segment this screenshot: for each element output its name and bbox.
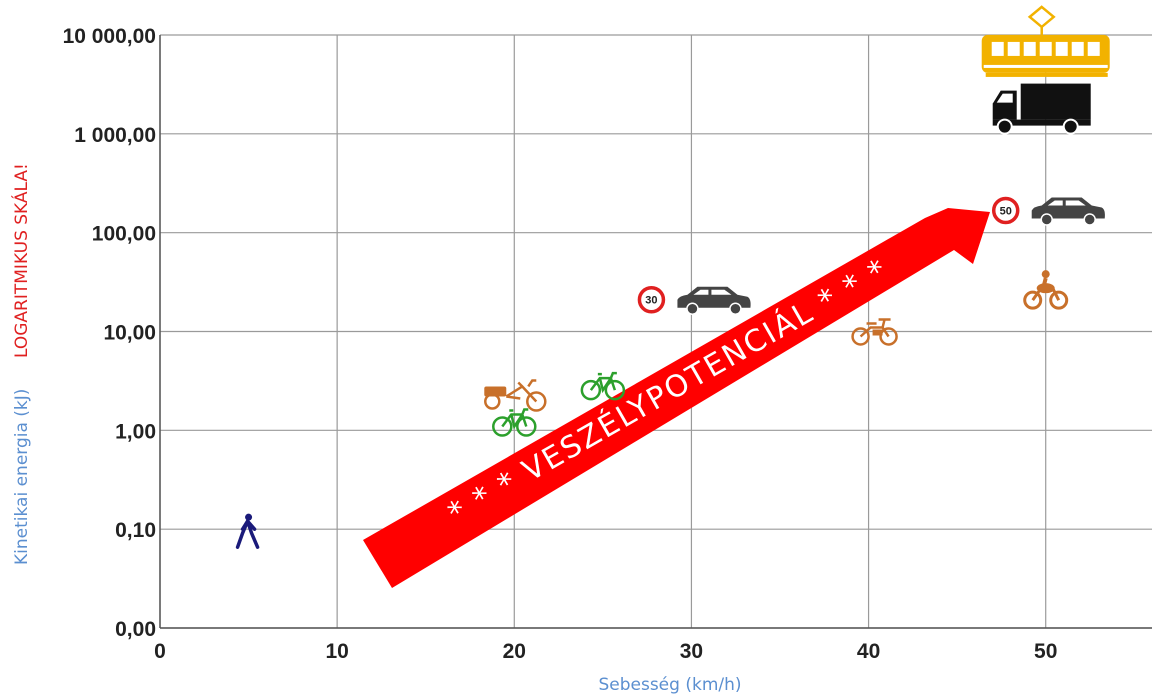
speed-limit-value: 30	[645, 295, 657, 307]
danger-arrow-label: * * * VESZÉLYPOTENCIÁL * * *	[442, 251, 894, 531]
danger-arrow: * * * VESZÉLYPOTENCIÁL * * *	[363, 208, 990, 588]
x-tick-label: 20	[503, 640, 526, 663]
motorcycle-icon	[1023, 270, 1069, 310]
speed-limit-sign: 30	[637, 285, 666, 314]
axes: 0,00 0,10 1,00 10,00 100,00 1 000,00 10 000,00…	[63, 25, 1152, 663]
car-icon	[677, 286, 751, 315]
bicycle-icon	[580, 371, 626, 401]
data-points: 30 50	[235, 5, 1110, 549]
tram-icon	[981, 5, 1110, 77]
y-tick-label: 1,00	[115, 420, 156, 443]
x-axis-title: Sebesség (km/h)	[598, 675, 741, 695]
axis-titles: Sebesség (km/h) Kinetikai energia (kJ) L…	[10, 163, 742, 695]
y-axis-title: Kinetikai energia (kJ)	[12, 389, 32, 565]
x-tick-label: 30	[680, 640, 703, 663]
x-tick-label: 10	[325, 640, 348, 663]
y-tick-label: 0,00	[115, 618, 156, 641]
y-tick-label: 0,10	[115, 519, 156, 542]
y-tick-label: 100,00	[92, 223, 156, 246]
speed-limit-value: 50	[1000, 205, 1012, 217]
y-tick-label: 10 000,00	[63, 25, 156, 48]
x-tick-label: 50	[1034, 640, 1057, 663]
moped-icon	[851, 318, 898, 346]
cargo-bike-icon	[484, 379, 547, 412]
pedestrian-icon	[235, 513, 260, 549]
y-tick-label: 1 000,00	[74, 124, 156, 147]
grid	[159, 34, 1152, 629]
car-icon	[1031, 197, 1105, 226]
truck-icon	[992, 83, 1091, 135]
speed-limit-sign: 50	[991, 196, 1020, 225]
bicycle-icon	[492, 408, 537, 437]
log-scale-warning: LOGARITMIKUS SKÁLA!	[10, 163, 32, 358]
x-tick-label: 40	[857, 640, 880, 663]
y-tick-label: 10,00	[103, 322, 156, 345]
x-tick-label: 0	[154, 640, 166, 663]
danger-arrow-shape	[363, 208, 990, 588]
